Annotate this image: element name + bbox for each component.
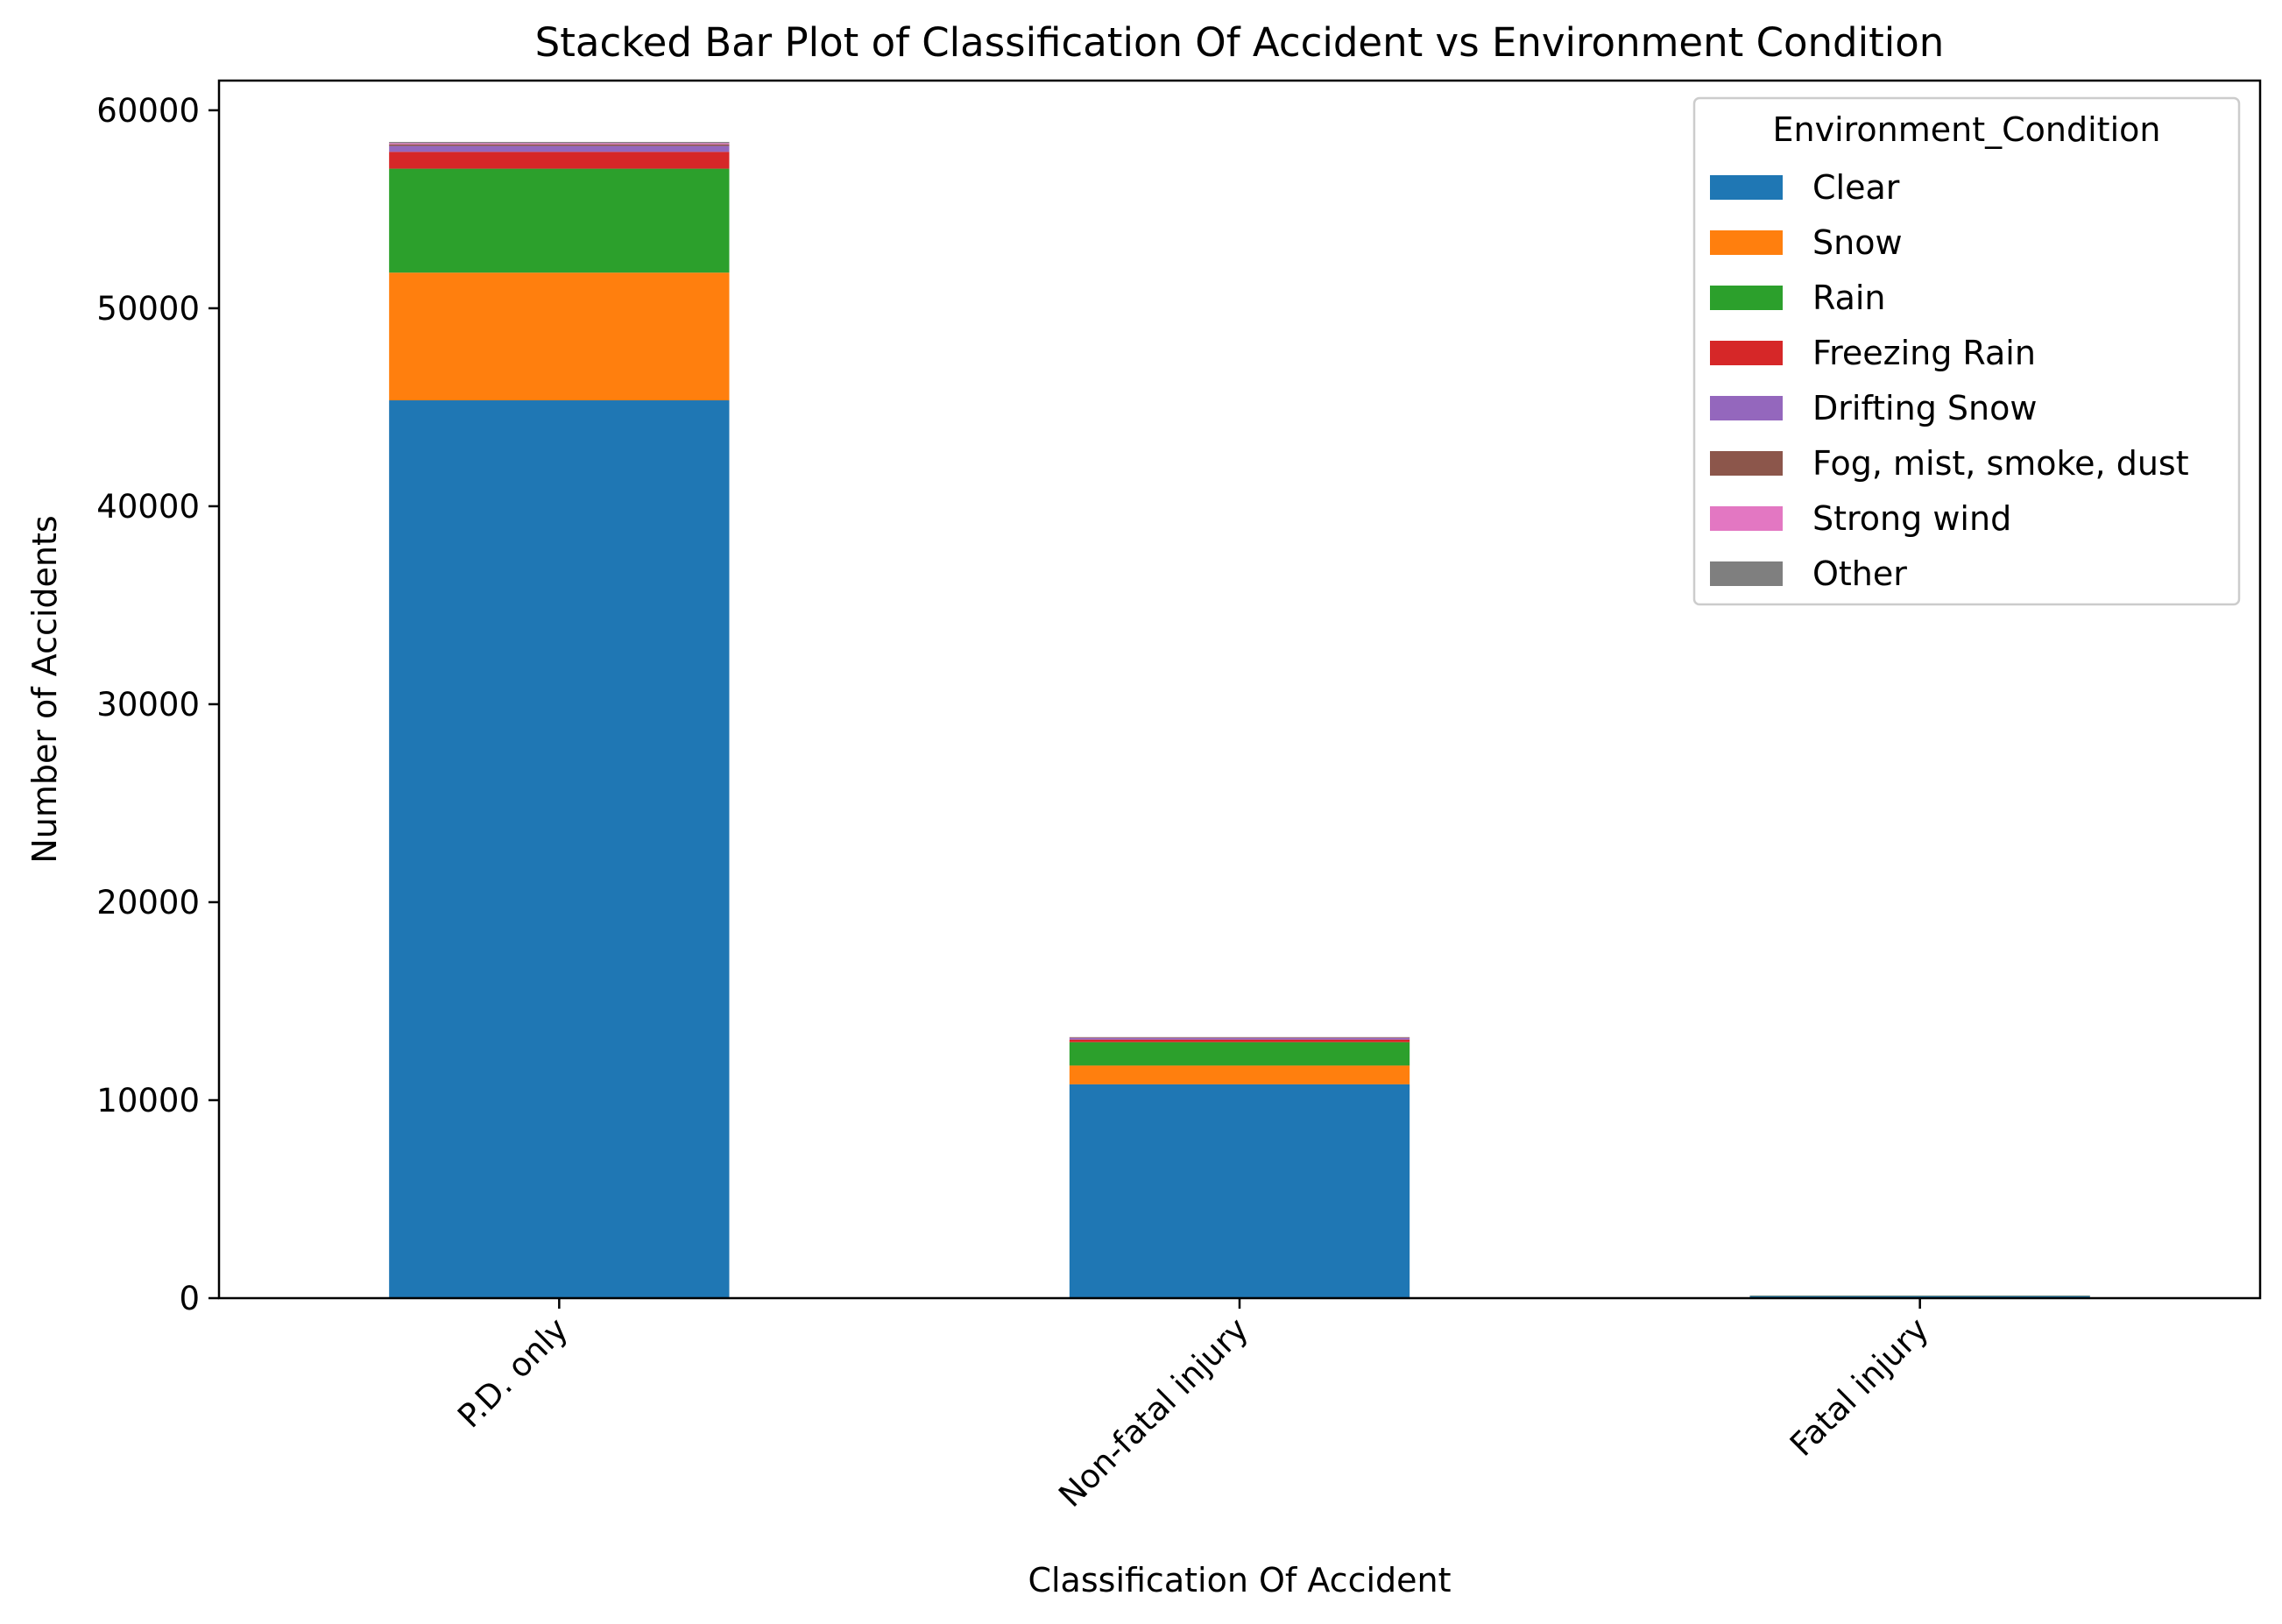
bar-p-d-only-snow: [389, 272, 730, 401]
y-tick-label: 40000: [96, 488, 200, 526]
legend-label-snow: Snow: [1812, 223, 1903, 262]
bar-non-fatal-injury-drifting-snow: [1069, 1038, 1410, 1040]
y-tick-label: 0: [179, 1280, 200, 1317]
legend-swatch-snow: [1710, 230, 1783, 255]
legend-swatch-strong-wind: [1710, 506, 1783, 531]
y-axis: 0 10000 20000 30000 40000 50000 60000: [96, 92, 219, 1317]
legend-swatch-clear: [1710, 175, 1783, 200]
y-tick-label: 60000: [96, 92, 200, 130]
y-tick-label: 20000: [96, 884, 200, 921]
chart-title: Stacked Bar Plot of Classification Of Ac…: [535, 19, 1945, 66]
legend-label-strong-wind: Strong wind: [1812, 499, 2011, 538]
bar-p-d-only-drifting-snow: [389, 145, 730, 152]
bar-p-d-only-other: [389, 142, 730, 144]
bar-p-d-only-rain: [389, 168, 730, 273]
bar-non-fatal-injury-freezing-rain: [1069, 1039, 1410, 1042]
bar-p-d-only-freezing-rain: [389, 152, 730, 169]
bar-p-d-only-fog-mist-smoke-dust: [389, 144, 730, 146]
legend-label-fog-mist-smoke-dust: Fog, mist, smoke, dust: [1812, 444, 2189, 483]
y-axis-label: Number of Accidents: [25, 515, 64, 863]
legend-label-drifting-snow: Drifting Snow: [1812, 389, 2037, 427]
legend-swatch-fog-mist-smoke-dust: [1710, 451, 1783, 476]
y-tick-label: 10000: [96, 1082, 200, 1119]
y-tick-label: 30000: [96, 686, 200, 724]
bars-layer: [389, 142, 2090, 1299]
legend-label-clear: Clear: [1812, 168, 1900, 207]
bar-p-d-only-strong-wind: [389, 143, 730, 145]
legend-label-rain: Rain: [1812, 279, 1886, 317]
legend: Environment_Condition Clear Snow Rain Freezi…: [1692, 96, 2241, 606]
legend-box: [1692, 96, 2241, 606]
legend-title: Environment_Condition: [1773, 110, 2161, 149]
bar-non-fatal-injury-snow: [1069, 1065, 1410, 1084]
bar-non-fatal-injury-clear: [1069, 1084, 1410, 1298]
legend-swatch-freezing-rain: [1710, 341, 1783, 365]
x-axis-label: Classification Of Accident: [1028, 1561, 1451, 1599]
y-tick-label: 50000: [96, 290, 200, 328]
bar-p-d-only-clear: [389, 400, 730, 1299]
legend-swatch-drifting-snow: [1710, 396, 1783, 420]
legend-label-other: Other: [1812, 554, 1907, 593]
bar-non-fatal-injury-rain: [1069, 1041, 1410, 1066]
legend-swatch-other: [1710, 561, 1783, 586]
legend-label-freezing-rain: Freezing Rain: [1812, 334, 2036, 372]
legend-swatch-rain: [1710, 286, 1783, 310]
